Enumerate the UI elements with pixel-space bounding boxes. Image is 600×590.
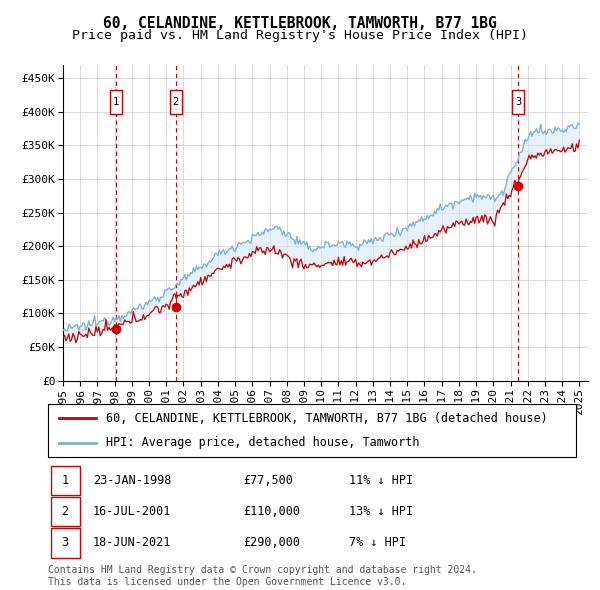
Text: 7% ↓ HPI: 7% ↓ HPI [349,536,406,549]
Text: 60, CELANDINE, KETTLEBROOK, TAMWORTH, B77 1BG: 60, CELANDINE, KETTLEBROOK, TAMWORTH, B7… [103,16,497,31]
Text: 13% ↓ HPI: 13% ↓ HPI [349,505,413,519]
FancyBboxPatch shape [48,404,576,457]
Text: 2: 2 [62,505,69,519]
Text: 16-JUL-2001: 16-JUL-2001 [93,505,171,519]
Text: 1: 1 [62,474,69,487]
Text: £77,500: £77,500 [244,474,293,487]
Text: £290,000: £290,000 [244,536,301,549]
FancyBboxPatch shape [170,90,182,114]
Text: £110,000: £110,000 [244,505,301,519]
Text: 60, CELANDINE, KETTLEBROOK, TAMWORTH, B77 1BG (detached house): 60, CELANDINE, KETTLEBROOK, TAMWORTH, B7… [106,412,548,425]
FancyBboxPatch shape [50,529,80,558]
Text: 1: 1 [113,97,119,107]
Text: 23-JAN-1998: 23-JAN-1998 [93,474,171,487]
Text: 11% ↓ HPI: 11% ↓ HPI [349,474,413,487]
FancyBboxPatch shape [110,90,122,114]
FancyBboxPatch shape [512,90,524,114]
Text: HPI: Average price, detached house, Tamworth: HPI: Average price, detached house, Tamw… [106,437,419,450]
Text: 18-JUN-2021: 18-JUN-2021 [93,536,171,549]
FancyBboxPatch shape [50,466,80,495]
Text: 3: 3 [62,536,69,549]
Text: 3: 3 [515,97,521,107]
FancyBboxPatch shape [50,497,80,526]
Text: 2: 2 [172,97,179,107]
Text: Price paid vs. HM Land Registry's House Price Index (HPI): Price paid vs. HM Land Registry's House … [72,29,528,42]
Text: Contains HM Land Registry data © Crown copyright and database right 2024.
This d: Contains HM Land Registry data © Crown c… [48,565,477,587]
